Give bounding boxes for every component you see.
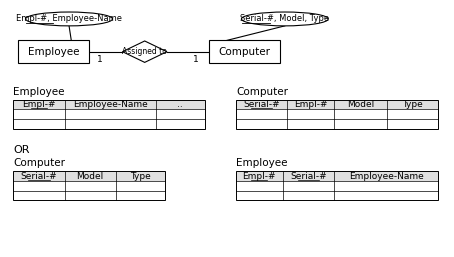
Text: 1: 1 <box>97 55 103 64</box>
Bar <box>209 40 281 63</box>
Text: 1: 1 <box>193 55 199 64</box>
Text: Model: Model <box>347 100 374 109</box>
Text: Employee-Name: Employee-Name <box>349 172 424 181</box>
Bar <box>14 171 165 181</box>
Text: Serial-#: Serial-# <box>21 172 57 181</box>
Text: Assigned to: Assigned to <box>122 47 167 56</box>
Bar <box>14 99 205 128</box>
Text: Computer: Computer <box>14 158 65 168</box>
Bar <box>18 40 89 63</box>
Text: Empl-#: Empl-# <box>242 172 276 181</box>
Text: Type: Type <box>130 172 151 181</box>
Bar <box>14 99 205 109</box>
Ellipse shape <box>242 12 328 26</box>
Text: Employee: Employee <box>236 158 287 168</box>
Text: Empl-#: Empl-# <box>22 100 56 109</box>
Polygon shape <box>123 41 167 62</box>
Text: Model: Model <box>77 172 104 181</box>
Text: Employee: Employee <box>14 87 65 97</box>
Text: ..: .. <box>178 100 183 109</box>
Bar <box>236 99 439 128</box>
Text: Type: Type <box>402 100 423 109</box>
Text: Employee-Name: Employee-Name <box>73 100 148 109</box>
Bar <box>14 171 165 200</box>
Bar <box>236 99 439 109</box>
Text: Serial-#: Serial-# <box>243 100 280 109</box>
Text: OR: OR <box>14 145 30 155</box>
Text: Empl-#: Empl-# <box>294 100 327 109</box>
Text: Serial-#, Model, Type: Serial-#, Model, Type <box>240 14 330 23</box>
Text: Computer: Computer <box>236 87 288 97</box>
Bar <box>236 171 439 200</box>
Text: Empl-#, Employee-Name: Empl-#, Employee-Name <box>16 14 122 23</box>
Bar <box>236 171 439 181</box>
Text: Computer: Computer <box>219 47 271 57</box>
Text: Employee: Employee <box>28 47 79 57</box>
Ellipse shape <box>26 12 113 26</box>
Text: Serial-#: Serial-# <box>290 172 326 181</box>
